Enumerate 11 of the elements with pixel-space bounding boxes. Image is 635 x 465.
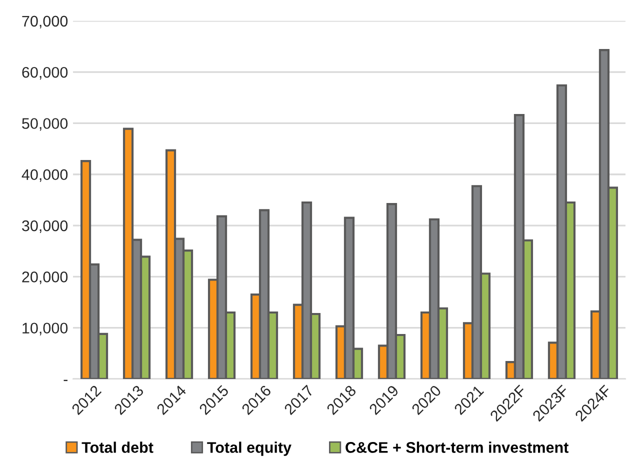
y-tick-label: 30,000	[22, 220, 68, 234]
legend-label: Total equity	[207, 442, 292, 456]
y-tick-label: 10,000	[22, 322, 68, 336]
legend-label: Total debt	[82, 442, 154, 453]
y-tick-label: 70,000	[22, 16, 68, 28]
y-tick-label: 20,000	[22, 272, 68, 284]
legend-label: C&CE + Short-term investment	[346, 442, 568, 453]
y-tick-label: 50,000	[22, 118, 68, 131]
y-tick-label: -	[64, 380, 68, 382]
y-tick-label: 40,000	[22, 169, 68, 182]
y-tick-label: 60,000	[22, 66, 68, 80]
